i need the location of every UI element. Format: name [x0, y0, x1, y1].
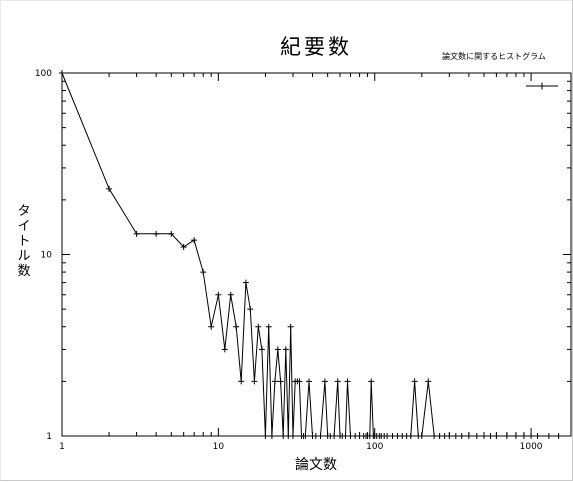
data-point [534, 433, 541, 439]
data-point [344, 378, 351, 385]
data-point [431, 433, 438, 439]
data-point [251, 378, 258, 385]
data-point [331, 433, 338, 439]
data-point [302, 433, 309, 439]
y-axis-label-char: ト [17, 234, 30, 249]
data-point [215, 291, 222, 298]
data-point [280, 433, 287, 439]
data-point [255, 323, 262, 330]
data-point [233, 323, 240, 330]
data-point [493, 433, 500, 439]
data-point [221, 346, 228, 353]
data-point [271, 378, 278, 385]
data-point [306, 378, 313, 385]
series-layer [59, 70, 562, 439]
data-point [296, 378, 303, 385]
x-tick-label: 100 [366, 442, 383, 452]
data-point [411, 378, 418, 385]
data-point [512, 433, 519, 439]
y-axis-label-char: イ [17, 219, 30, 234]
data-point [289, 433, 296, 439]
data-point [368, 378, 375, 385]
data-point [389, 433, 396, 439]
data-point [268, 433, 275, 439]
y-axis-label-char: ル [17, 249, 30, 264]
data-point [168, 230, 175, 237]
chart-title: 紀要数 [280, 35, 352, 59]
x-tick-label: 1000 [520, 442, 543, 452]
y-tick-label: 1 [46, 432, 52, 442]
data-point [528, 433, 535, 439]
chart-subtitle: 論文数に関するヒストグラム [442, 51, 546, 61]
data-point [258, 346, 265, 353]
data-point [262, 433, 269, 439]
x-axis-ticks: 1 10 100 1000 [59, 73, 543, 452]
data-point [555, 433, 562, 439]
data-point [274, 346, 281, 353]
data-point [265, 323, 272, 330]
data-point [180, 243, 187, 250]
data-point [418, 433, 425, 439]
data-point [238, 378, 245, 385]
data-point [242, 279, 249, 286]
data-point [520, 433, 527, 439]
data-point [503, 433, 510, 439]
data-point [277, 378, 284, 385]
data-point [227, 291, 234, 298]
data-point [425, 378, 432, 385]
data-point [334, 378, 341, 385]
y-axis-ticks: 1 10 100 [35, 69, 571, 442]
data-point [473, 433, 480, 439]
data-point [59, 70, 65, 76]
data-point [106, 185, 113, 192]
data-point [446, 433, 453, 439]
data-point [133, 230, 140, 237]
data-point [200, 269, 207, 276]
data-point [407, 433, 414, 439]
data-point [342, 433, 349, 439]
data-point [545, 433, 552, 439]
data-point [287, 323, 294, 330]
x-tick-label: 1 [59, 442, 65, 452]
data-point [153, 230, 160, 237]
data-point [191, 237, 198, 244]
y-tick-label: 100 [35, 69, 52, 79]
data-point [317, 433, 324, 439]
data-point [481, 433, 488, 439]
y-axis-label-char: タ [17, 204, 30, 219]
y-tick-label: 10 [41, 251, 53, 261]
legend-marker [538, 82, 546, 90]
data-point [247, 306, 254, 313]
data-point [321, 378, 328, 385]
data-point [436, 433, 443, 439]
data-point [465, 433, 472, 439]
data-point [282, 346, 289, 353]
x-tick-label: 10 [213, 442, 225, 452]
plot-area [61, 72, 572, 437]
data-point [487, 433, 494, 439]
data-point [452, 433, 459, 439]
legend [526, 82, 558, 90]
x-axis-label: 論文数 [295, 457, 337, 473]
data-point [208, 323, 215, 330]
y-axis-label-char: 数 [17, 264, 30, 279]
data-point [384, 433, 391, 439]
data-point [458, 433, 465, 439]
